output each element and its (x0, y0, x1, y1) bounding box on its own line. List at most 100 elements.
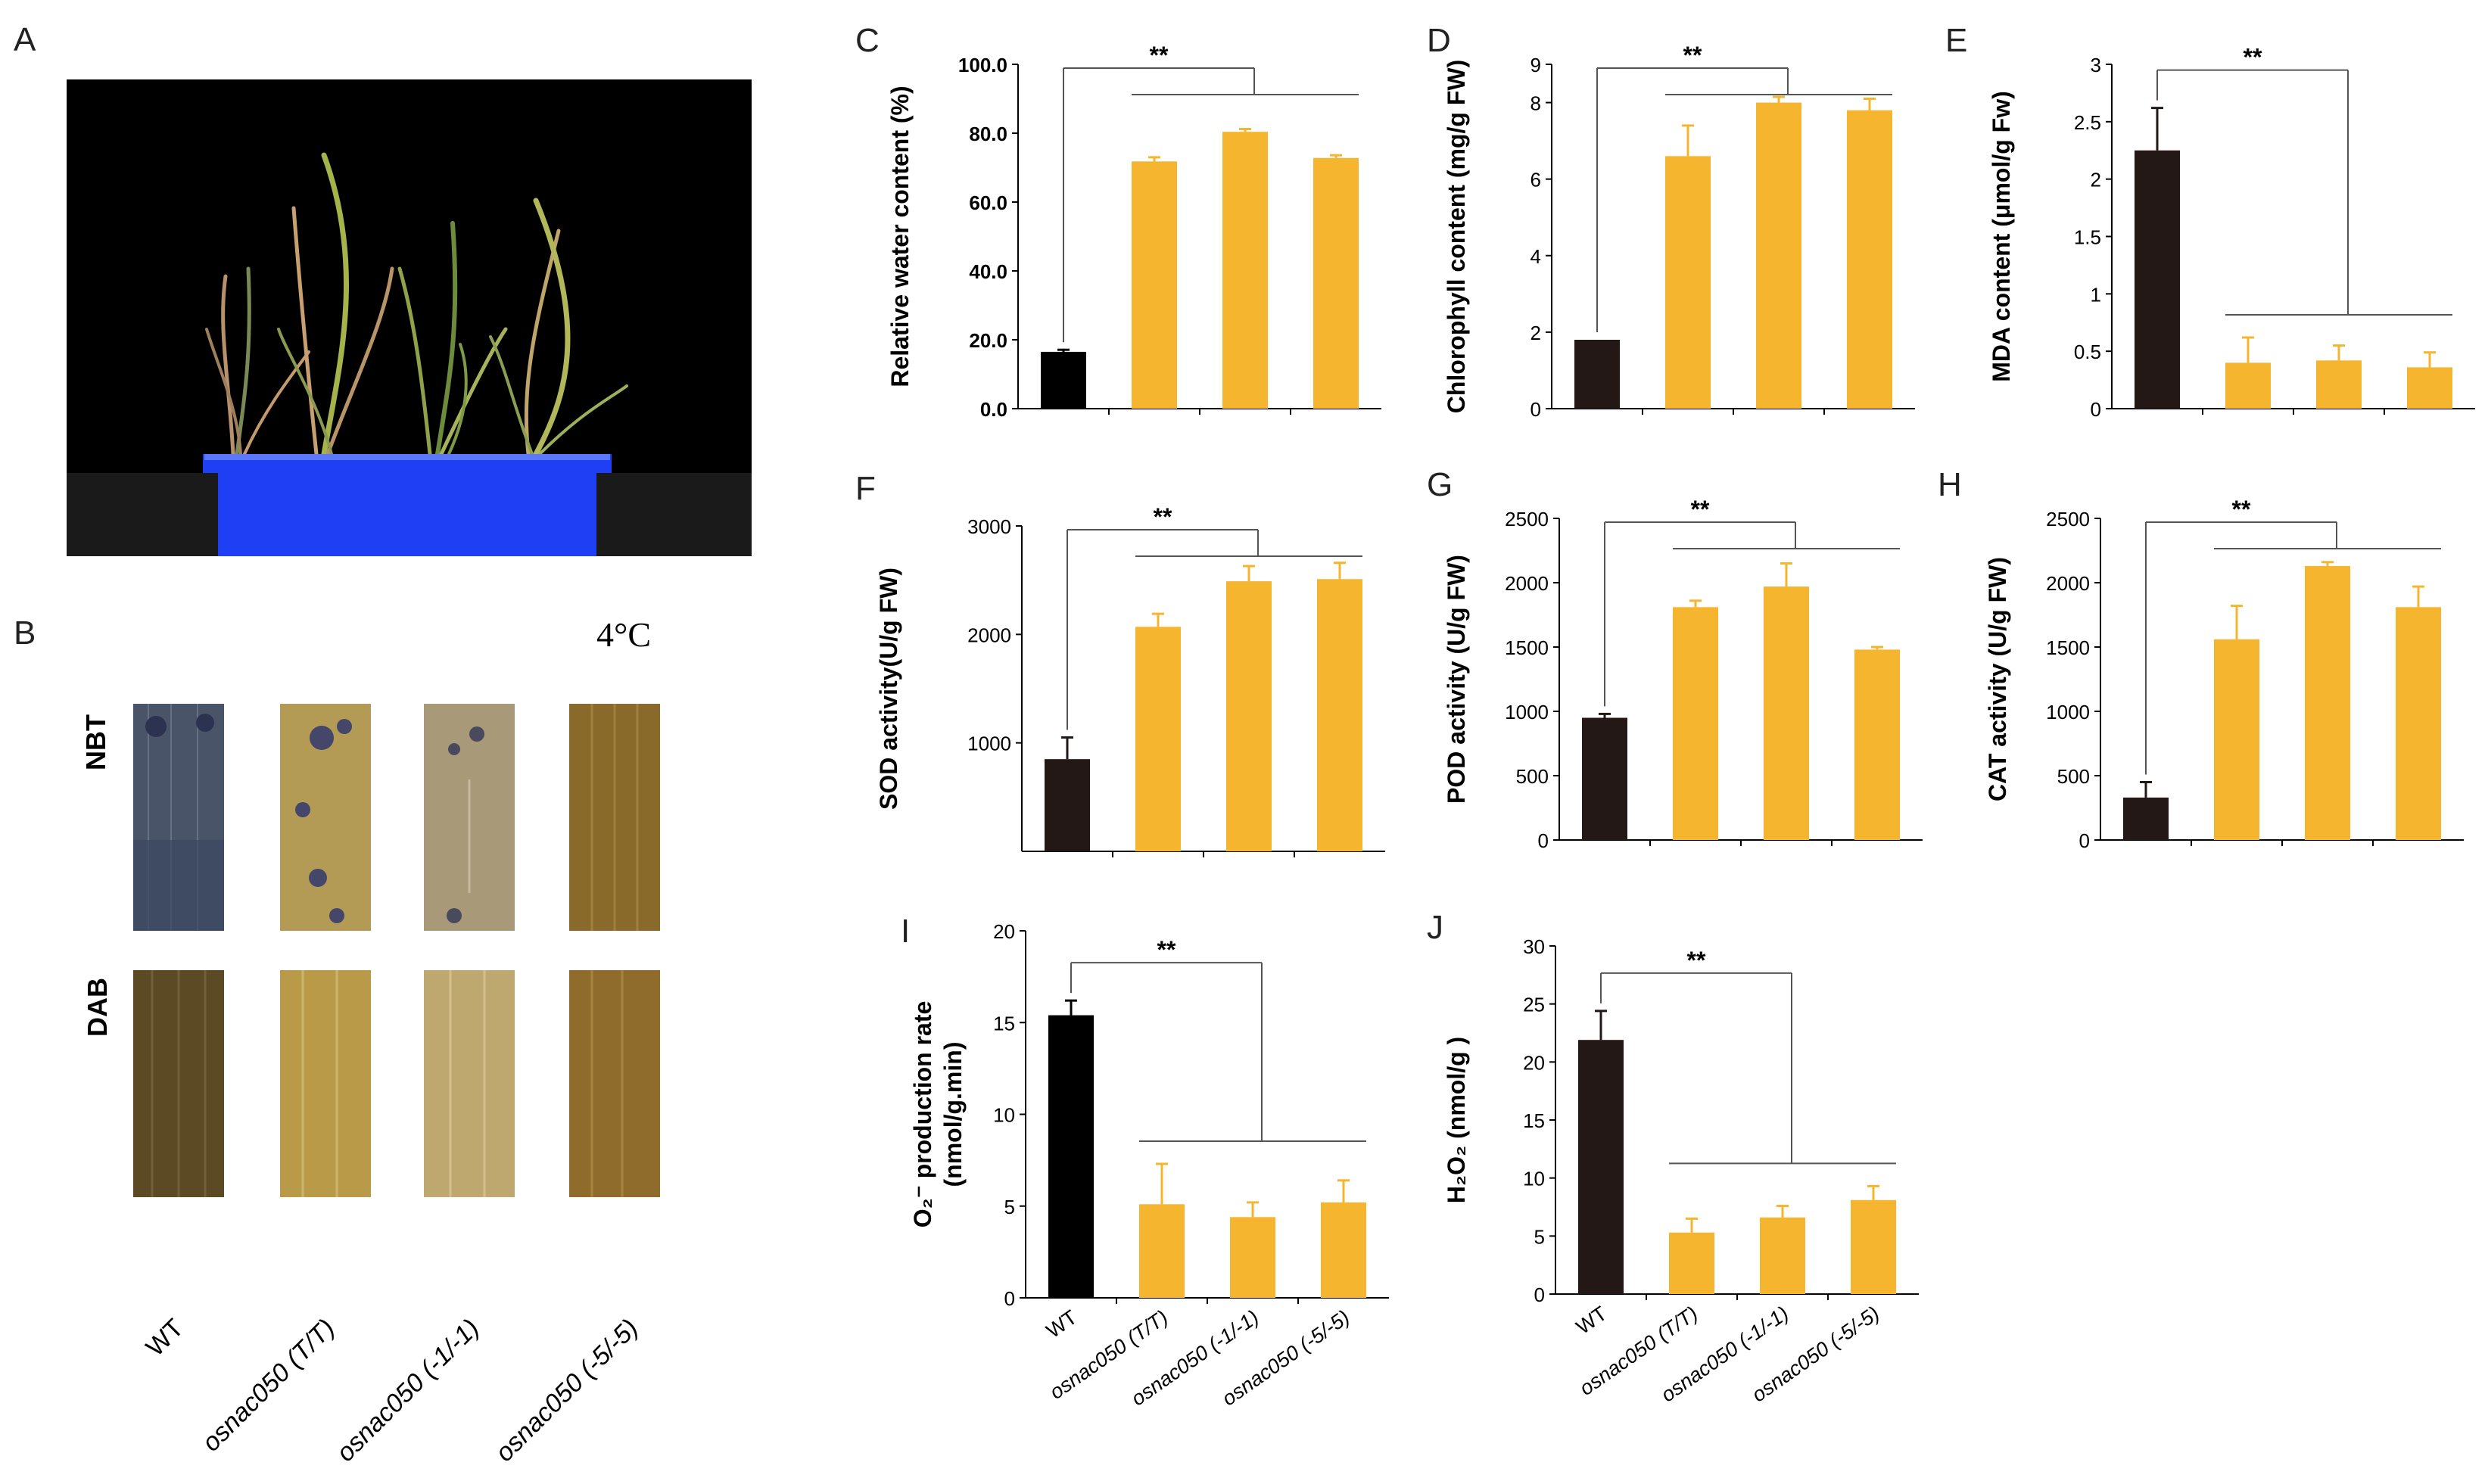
y-axis-label: SOD activity(U/g FW) (875, 568, 902, 810)
bar (2135, 150, 2180, 409)
plant-photo (67, 79, 752, 556)
y-tick-label: 0 (2079, 829, 2090, 852)
y-tick-label: 80.0 (969, 123, 1007, 145)
y-tick-label: 20 (993, 920, 1015, 943)
y-tick-label: 30 (1523, 935, 1545, 958)
y-tick-label: 2 (1530, 322, 1541, 344)
bar (1045, 759, 1090, 851)
y-tick-label: 0 (1004, 1287, 1015, 1310)
bar (2396, 607, 2441, 840)
significance-label: ** (1157, 936, 1176, 963)
y-tick-label: 2000 (2046, 572, 2090, 595)
x-tick-label: WT (1572, 1302, 1611, 1339)
bar (2214, 639, 2259, 840)
panel-letter-c: C (855, 22, 880, 59)
y-axis-label: POD activity (U/g FW) (1443, 555, 1470, 804)
y-tick-label: 2000 (1505, 572, 1549, 595)
nbt-leaf-5 (569, 704, 660, 931)
y-tick-label: 5 (1534, 1225, 1545, 1248)
dab-leaf-1 (424, 970, 515, 1197)
dab-leaf-5 (569, 970, 660, 1197)
y-tick-label: 0 (1530, 398, 1541, 421)
bar (1222, 132, 1268, 409)
bar (1321, 1202, 1366, 1298)
bar (2305, 565, 2350, 840)
y-tick-label: 9 (1530, 54, 1541, 76)
y-tick-label: 1000 (2046, 701, 2090, 723)
y-axis-label: H₂O₂ (nmol/g ) (1443, 1037, 1470, 1203)
panel-letter-b: B (14, 614, 36, 652)
bar (1230, 1217, 1275, 1298)
y-tick-label: 20 (1523, 1051, 1545, 1074)
y-tick-label: 2500 (2046, 508, 2090, 530)
y-tick-label: 20.0 (969, 329, 1007, 352)
y-tick-label: 0.0 (980, 398, 1007, 421)
y-tick-label: 1000 (1505, 701, 1549, 723)
chart-i: I 0 5 10 15 20 ** O₂⁻ production rate (nmol/g.mi… (901, 913, 1389, 1411)
y-axis-label-line1: O₂⁻ production rate (909, 1001, 936, 1228)
y-tick-label: 1.5 (2074, 226, 2101, 249)
y-tick-label: 10 (1523, 1168, 1545, 1190)
y-tick-label: 0 (1538, 829, 1549, 852)
y-tick-label: 0 (2091, 398, 2101, 421)
bar (1139, 1204, 1185, 1298)
bar (1760, 1217, 1805, 1294)
bar (1582, 717, 1627, 840)
significance-label: ** (1683, 42, 1702, 69)
bar (1135, 627, 1181, 851)
chart-c: C 0.0 20.0 40.0 60.0 80.0 100.0 ** Relative wate… (855, 22, 1381, 421)
significance-label: ** (2244, 44, 2262, 71)
panel-letter-e: E (1945, 22, 1967, 59)
y-tick-label: 2.5 (2074, 111, 2101, 134)
bar (1847, 110, 1892, 409)
chart-h: H 0 500 1000 1500 2000 2500 ** CAT activity (U/g… (1938, 466, 2464, 852)
nbt-leaf-tt (280, 704, 371, 931)
bar (1669, 1232, 1714, 1294)
bar (2225, 362, 2271, 409)
y-tick-label: 40.0 (969, 260, 1007, 283)
y-tick-label: 6 (1530, 169, 1541, 191)
bar (1756, 102, 1801, 409)
panel-letter-f: F (855, 470, 876, 507)
panel-letter-d: D (1427, 22, 1451, 59)
bar (1317, 579, 1362, 851)
x-tick-label: WT (1042, 1305, 1082, 1342)
nbt-leaf-wt (133, 704, 224, 931)
bar (1764, 586, 1809, 840)
y-axis-label: Relative water content (%) (886, 86, 914, 387)
y-tick-label: 15 (993, 1012, 1015, 1034)
y-tick-label: 10 (993, 1104, 1015, 1127)
y-tick-label: 500 (2057, 765, 2090, 788)
panel-letter-a: A (14, 21, 36, 58)
bar (1313, 157, 1359, 409)
significance-label: ** (2232, 496, 2251, 523)
y-tick-label: 2 (2091, 169, 2101, 191)
panel-letter-j: J (1427, 909, 1443, 946)
y-tick-label: 100.0 (958, 54, 1007, 76)
y-axis-label: Chlorophyll content (mg/g FW) (1443, 60, 1470, 413)
y-tick-label: 60.0 (969, 191, 1007, 214)
y-tick-label: 8 (1530, 92, 1541, 115)
significance-label: ** (1687, 947, 1706, 974)
y-tick-label: 0 (1534, 1283, 1545, 1306)
bar (1041, 351, 1086, 409)
bar (1665, 156, 1711, 409)
panel-letter-g: G (1427, 466, 1453, 503)
bar (2123, 797, 2169, 840)
significance-label: ** (1154, 503, 1172, 530)
chart-f: F 1000 2000 3000 ** SOD activity(U/g FW) (855, 470, 1385, 857)
y-tick-label: 3000 (967, 515, 1011, 538)
y-tick-label: 4 (1530, 245, 1541, 268)
y-axis-label: CAT activity (U/g FW) (1984, 557, 2011, 801)
y-tick-label: 0.5 (2074, 341, 2101, 363)
bar (1574, 340, 1620, 409)
bar (1854, 649, 1900, 840)
significance-label: ** (1150, 42, 1169, 69)
significance-label: ** (1691, 496, 1710, 523)
panel-letter-i: I (901, 913, 910, 950)
temperature-label: 4°C (596, 615, 652, 654)
chart-g: G 0 500 1000 1500 2000 2500 ** POD activity (U/g… (1427, 466, 1923, 852)
